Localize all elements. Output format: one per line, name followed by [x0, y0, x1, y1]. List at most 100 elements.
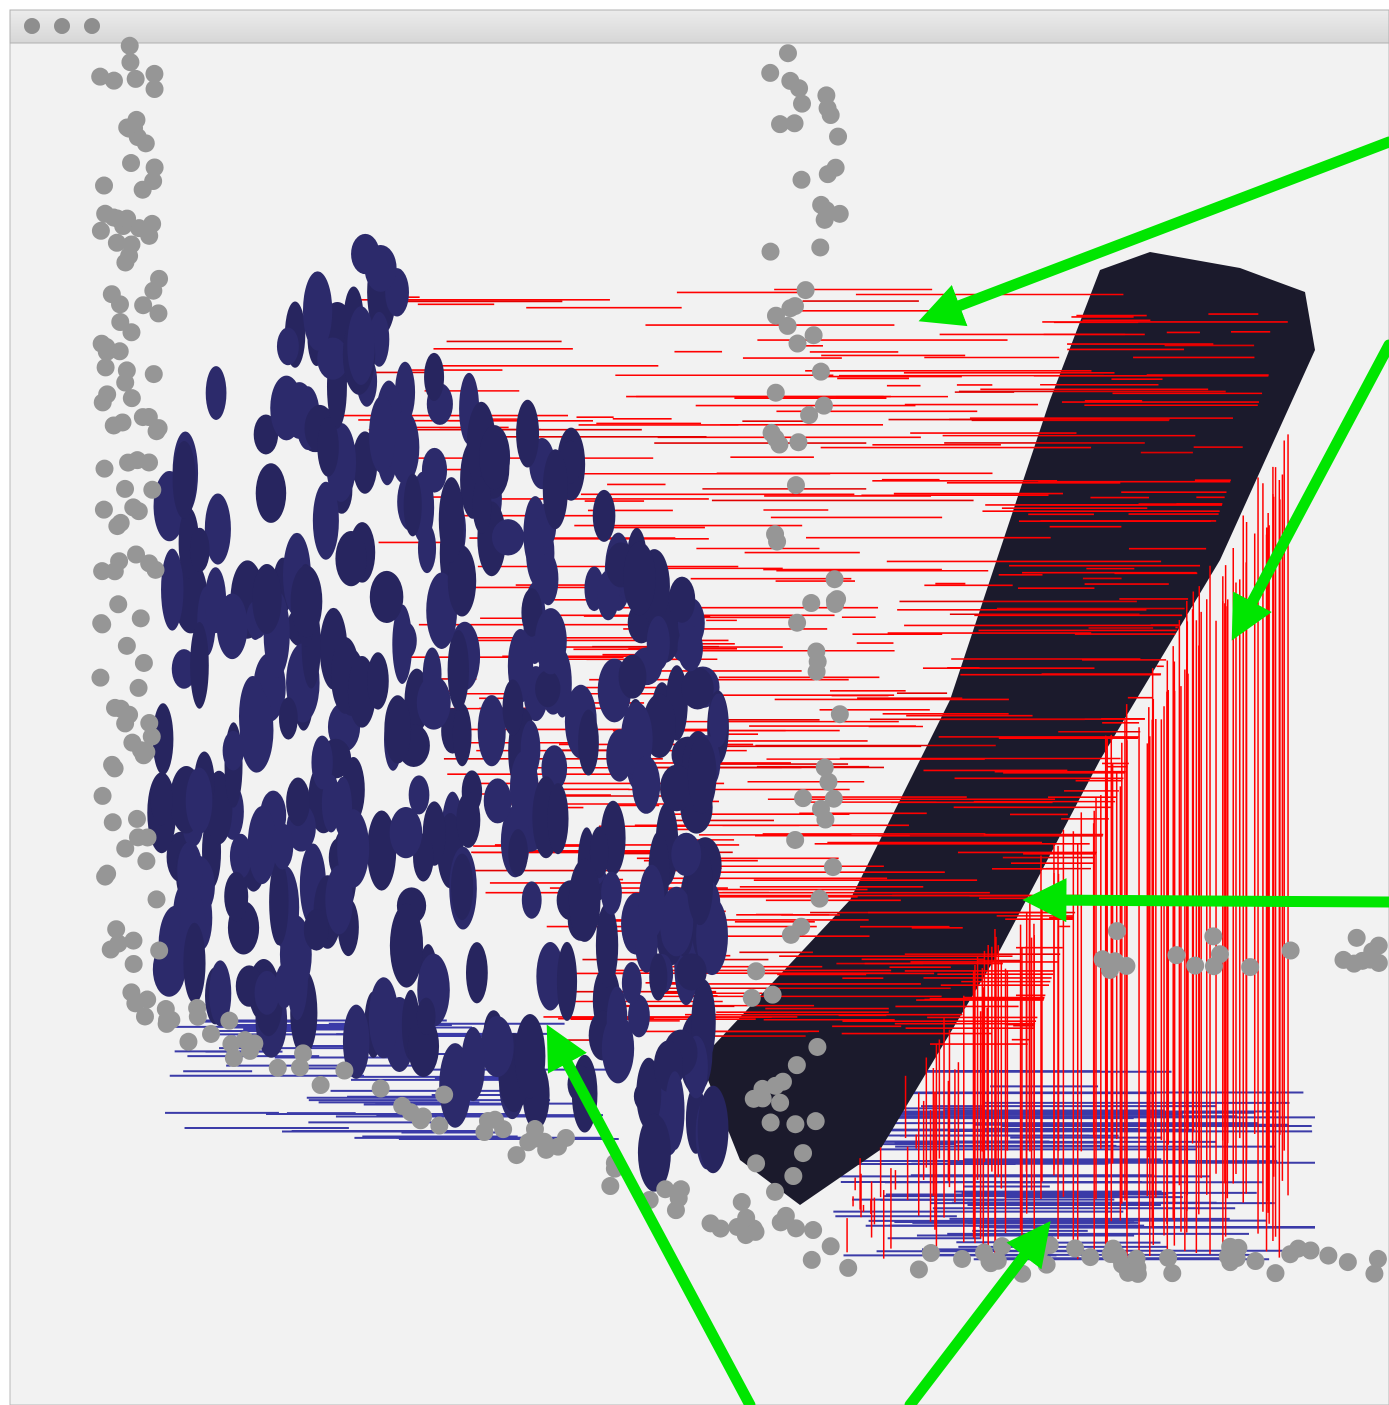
point	[118, 118, 136, 136]
point	[1109, 1247, 1127, 1265]
point	[137, 852, 155, 870]
close-button[interactable]	[24, 18, 40, 34]
point	[557, 1129, 575, 1147]
surface-blob	[223, 731, 244, 771]
point	[140, 227, 158, 245]
point	[1186, 957, 1204, 975]
point	[804, 1221, 822, 1239]
surface-blob	[177, 842, 202, 900]
surface-blob	[681, 667, 713, 709]
surface-blob	[256, 463, 286, 523]
point	[269, 1059, 287, 1077]
surface-blob	[390, 904, 423, 988]
surface-blob	[418, 523, 436, 573]
surface-blob	[277, 327, 299, 365]
point	[335, 1062, 353, 1080]
point	[816, 211, 834, 229]
point	[1282, 942, 1300, 960]
point	[132, 609, 150, 627]
point	[764, 986, 782, 1004]
point	[435, 1086, 453, 1104]
point	[788, 614, 806, 632]
surface-blob	[492, 519, 524, 555]
point	[95, 177, 113, 195]
point	[1221, 1238, 1239, 1256]
point	[179, 1033, 197, 1051]
point	[808, 1038, 826, 1056]
point	[150, 942, 168, 960]
point	[910, 1260, 928, 1278]
surface-blob	[538, 553, 558, 605]
point	[98, 385, 116, 403]
surface-blob	[669, 577, 696, 623]
point	[733, 1193, 751, 1211]
point	[134, 296, 152, 314]
point	[712, 1220, 730, 1238]
point	[135, 654, 153, 672]
surface-blob	[593, 490, 616, 542]
point	[754, 1089, 772, 1107]
point	[802, 594, 820, 612]
surface-blob	[448, 630, 469, 711]
point	[762, 243, 780, 261]
point	[1319, 1247, 1337, 1265]
point	[121, 37, 139, 55]
surface-blob	[453, 703, 472, 766]
point	[129, 828, 147, 846]
point	[779, 317, 797, 335]
point	[807, 1112, 825, 1130]
surface-blob	[417, 998, 436, 1035]
surface-blob	[186, 767, 213, 834]
point	[839, 1259, 857, 1277]
point	[97, 338, 115, 356]
point	[103, 756, 121, 774]
point	[121, 53, 139, 71]
point	[743, 989, 761, 1007]
point	[812, 196, 830, 214]
surface-blob	[417, 676, 451, 730]
point	[767, 384, 785, 402]
surface-blob	[390, 807, 423, 858]
point	[93, 562, 111, 580]
arrow	[1040, 900, 1389, 902]
surface-blob	[183, 923, 205, 1004]
surface-blob	[272, 823, 293, 870]
point	[128, 810, 146, 828]
surface-blob	[404, 474, 422, 537]
surface-blob	[370, 571, 404, 623]
surface-blob	[678, 625, 703, 671]
surface-blob	[502, 680, 523, 736]
surface-blob	[698, 1086, 729, 1174]
point	[1163, 1264, 1181, 1282]
point	[747, 1154, 765, 1172]
point	[149, 304, 167, 322]
surface-blob	[649, 953, 667, 1000]
point	[116, 374, 134, 392]
surface-blob	[479, 425, 510, 489]
surface-blob	[217, 594, 248, 660]
point	[816, 811, 834, 829]
surface-blob	[522, 881, 542, 918]
zoom-button[interactable]	[84, 18, 100, 34]
surface-blob	[206, 366, 227, 420]
point	[92, 614, 110, 632]
point	[130, 679, 148, 697]
point	[975, 1244, 993, 1262]
point	[800, 406, 818, 424]
surface-blob	[317, 417, 338, 476]
surface-blob	[303, 271, 332, 350]
point	[1205, 957, 1223, 975]
surface-blob	[622, 962, 642, 1004]
point	[97, 358, 115, 376]
point	[1246, 1252, 1264, 1270]
point	[828, 590, 846, 608]
point	[107, 920, 125, 938]
point	[1167, 946, 1185, 964]
surface-blob	[638, 1114, 671, 1192]
surface-blob	[173, 441, 196, 519]
surface-blob	[439, 477, 464, 562]
point	[148, 890, 166, 908]
point	[124, 498, 142, 516]
minimize-button[interactable]	[54, 18, 70, 34]
surface-blob	[521, 721, 541, 778]
